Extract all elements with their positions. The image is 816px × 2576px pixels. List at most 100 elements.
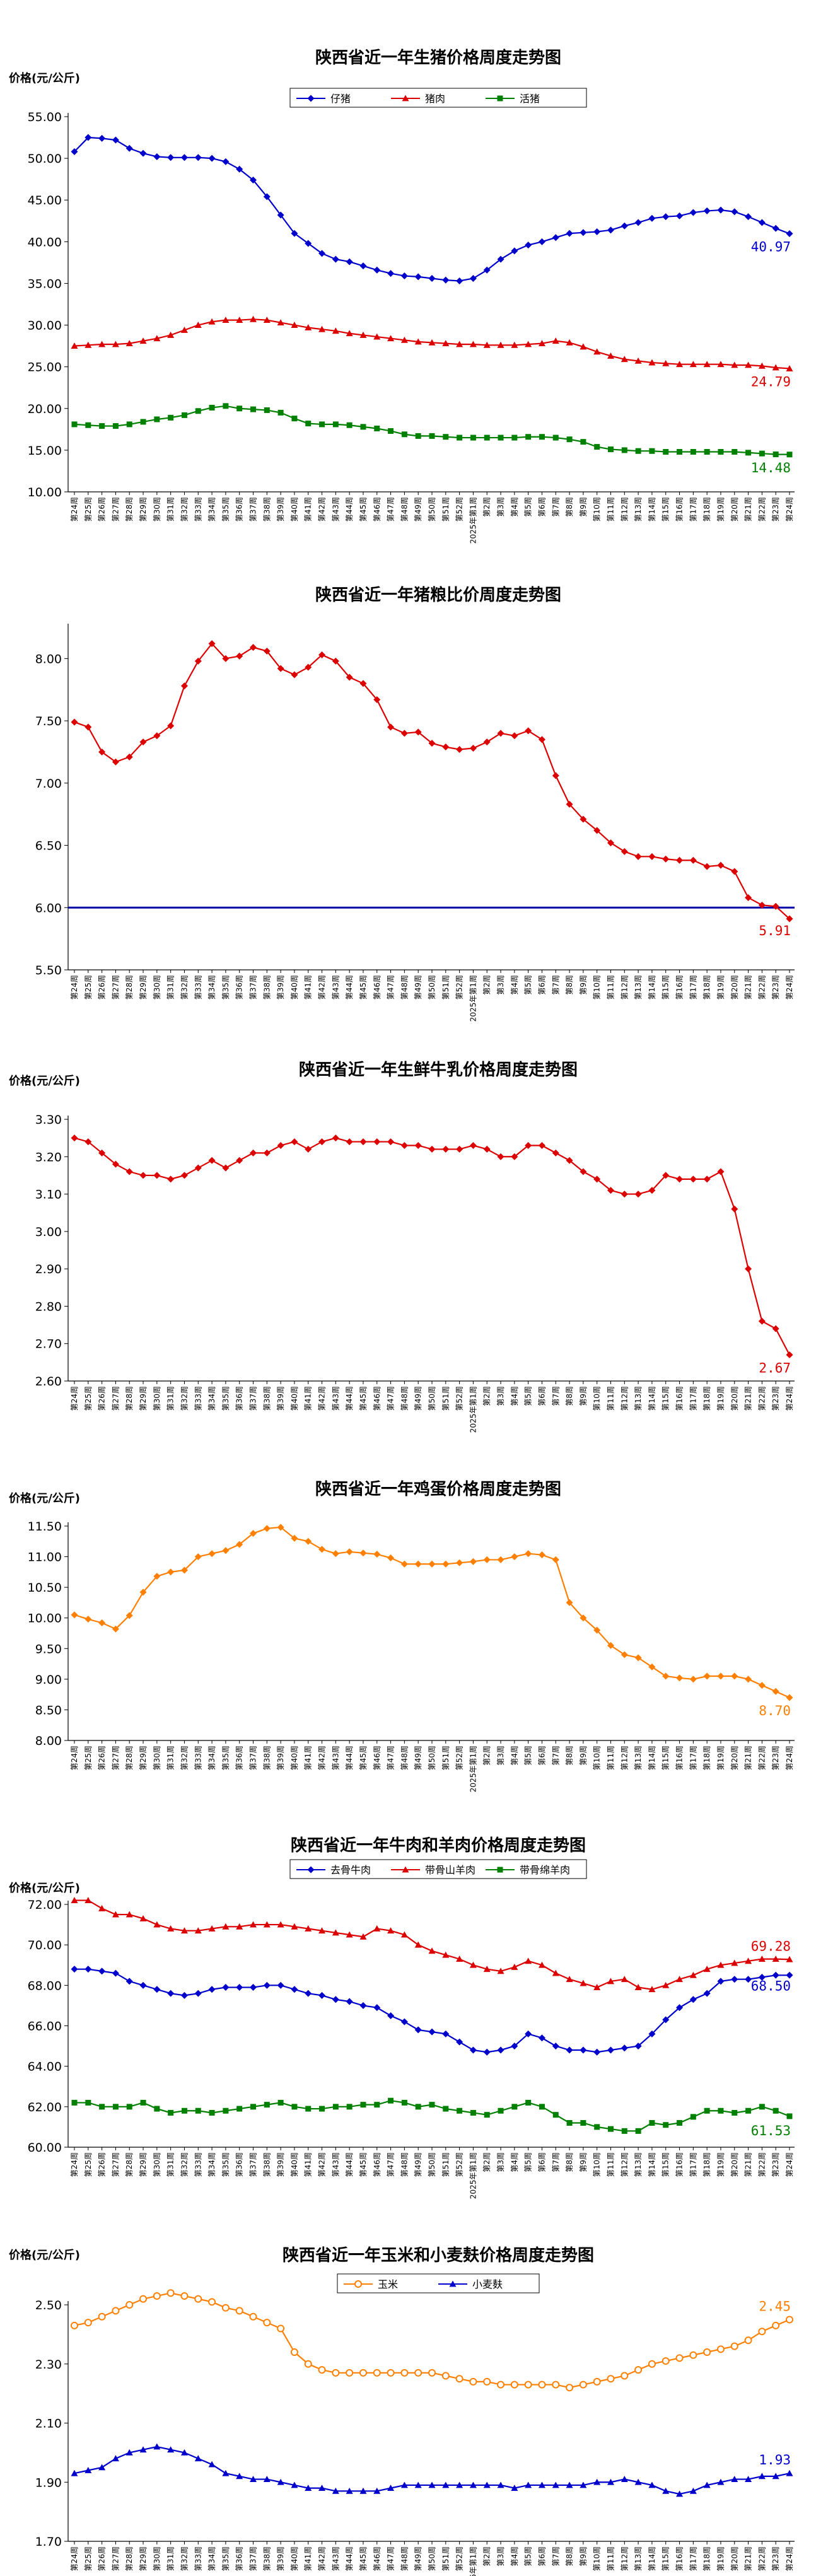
x-tick-label: 第19周 <box>716 2152 725 2177</box>
data-point <box>580 343 587 350</box>
x-tick-label: 第5周 <box>524 497 533 517</box>
data-point <box>717 1168 725 1175</box>
data-point <box>759 2104 765 2110</box>
data-point <box>181 2107 187 2114</box>
y-tick-label: 15.00 <box>28 444 62 458</box>
last-value-label: 2.67 <box>759 1361 791 1376</box>
x-tick-label: 第25周 <box>84 497 93 522</box>
data-point <box>704 449 710 455</box>
data-point <box>662 359 670 366</box>
x-tick-label: 第21周 <box>744 1386 753 1411</box>
data-point <box>703 2481 711 2488</box>
x-tick-label: 第32周 <box>180 1386 189 1411</box>
x-tick-label: 第16周 <box>675 1386 684 1411</box>
data-point <box>71 421 78 428</box>
data-point <box>483 266 491 274</box>
data-point <box>525 2481 532 2488</box>
data-point <box>359 1138 367 1146</box>
data-point <box>359 2369 367 2377</box>
legend-label: 带骨山羊肉 <box>425 1864 475 1876</box>
data-point <box>222 1923 230 1930</box>
data-point <box>634 2043 642 2050</box>
x-tick-label: 第6周 <box>537 497 546 517</box>
x-tick-label: 第38周 <box>262 2546 271 2571</box>
x-tick-label: 第44周 <box>345 2546 354 2571</box>
data-point <box>98 2464 106 2471</box>
data-point <box>264 407 270 413</box>
data-point <box>263 1149 271 1157</box>
data-point <box>428 2481 436 2488</box>
x-tick-label: 第35周 <box>221 497 230 522</box>
y-tick-label: 8.00 <box>35 1734 62 1748</box>
data-point <box>318 1991 326 1999</box>
data-point <box>786 915 793 923</box>
series-去骨牛肉: 68.50 <box>71 1966 793 2056</box>
data-point <box>607 2478 614 2485</box>
x-tick-label: 第24周 <box>70 497 79 522</box>
chart-grain: 陕西省近一年玉米和小麦麸价格周度走势图 价格(元/公斤) 1.70 1.90 2.10 2… <box>9 2246 795 2576</box>
y-tick-label: 11.50 <box>28 1520 62 1534</box>
x-tick-label: 第29周 <box>139 2546 148 2571</box>
x-tick-label: 第41周 <box>304 1746 313 1770</box>
data-point <box>277 2099 284 2106</box>
data-point <box>539 2104 545 2110</box>
data-point <box>525 1957 532 1964</box>
data-point <box>414 2481 422 2488</box>
chart-title: 陕西省近一年生鲜牛乳价格周度走势图 <box>299 1060 578 1080</box>
data-point <box>690 2114 696 2120</box>
data-point <box>387 2012 395 2019</box>
data-point <box>98 1149 106 1157</box>
data-point <box>428 339 436 346</box>
legend-label: 带骨绵羊肉 <box>520 1864 570 1876</box>
x-tick-label: 第31周 <box>166 2152 175 2177</box>
data-point <box>731 1205 738 1213</box>
data-point <box>373 333 381 340</box>
x-tick-label: 第50周 <box>428 2546 436 2571</box>
x-tick-label: 第41周 <box>304 2546 313 2571</box>
x-tick-label: 第48周 <box>400 497 409 522</box>
data-point <box>566 1157 573 1164</box>
x-tick-label: 第32周 <box>180 2546 189 2571</box>
data-point <box>538 340 545 347</box>
data-point <box>359 2002 367 2009</box>
x-tick-label: 第16周 <box>675 975 684 1000</box>
data-point <box>208 1925 216 1932</box>
x-tick-label: 第38周 <box>262 497 271 522</box>
data-point <box>167 722 175 730</box>
y-tick-label: 60.00 <box>28 2141 62 2155</box>
data-point <box>634 2366 643 2374</box>
data-point <box>456 341 463 347</box>
data-point <box>634 2478 642 2485</box>
x-tick-label: 第10周 <box>593 975 602 1000</box>
data-point <box>634 853 642 860</box>
x-tick-label: 第21周 <box>744 2546 753 2571</box>
data-point <box>250 315 257 322</box>
series-活猪: 14.48 <box>71 403 793 475</box>
legend-marker <box>354 2280 362 2288</box>
data-point <box>208 318 216 325</box>
x-tick-label: 第45周 <box>359 1386 368 1411</box>
data-point <box>525 1142 532 1149</box>
data-point <box>745 1976 752 1983</box>
data-point <box>263 193 271 201</box>
data-point <box>305 1990 312 1997</box>
data-point <box>676 1175 684 1183</box>
data-point <box>318 1927 326 1934</box>
data-point <box>443 434 449 440</box>
data-point <box>305 1925 312 1932</box>
data-point <box>236 165 243 173</box>
x-tick-label: 第43周 <box>331 2546 340 2571</box>
data-point <box>153 1986 161 1993</box>
x-tick-label: 第24周 <box>785 1746 794 1770</box>
x-tick-label: 第9周 <box>579 2546 588 2567</box>
x-tick-label: 第51周 <box>441 975 450 1000</box>
data-point <box>332 327 339 334</box>
chart-title: 陕西省近一年牛肉和羊肉价格周度走势图 <box>291 1836 586 1855</box>
data-point <box>648 1187 656 1194</box>
y-tick-label: 3.30 <box>35 1113 62 1127</box>
x-tick-label: 第6周 <box>537 2152 546 2172</box>
data-point <box>387 2485 395 2491</box>
chart-ratio: 陕西省近一年猪粮比价周度走势图 5.50 6.00 6.50 7.00 7.50 8.00 第… <box>35 585 795 1022</box>
x-tick-label: 第42周 <box>318 1746 327 1770</box>
y-tick-label: 8.50 <box>35 1703 62 1717</box>
